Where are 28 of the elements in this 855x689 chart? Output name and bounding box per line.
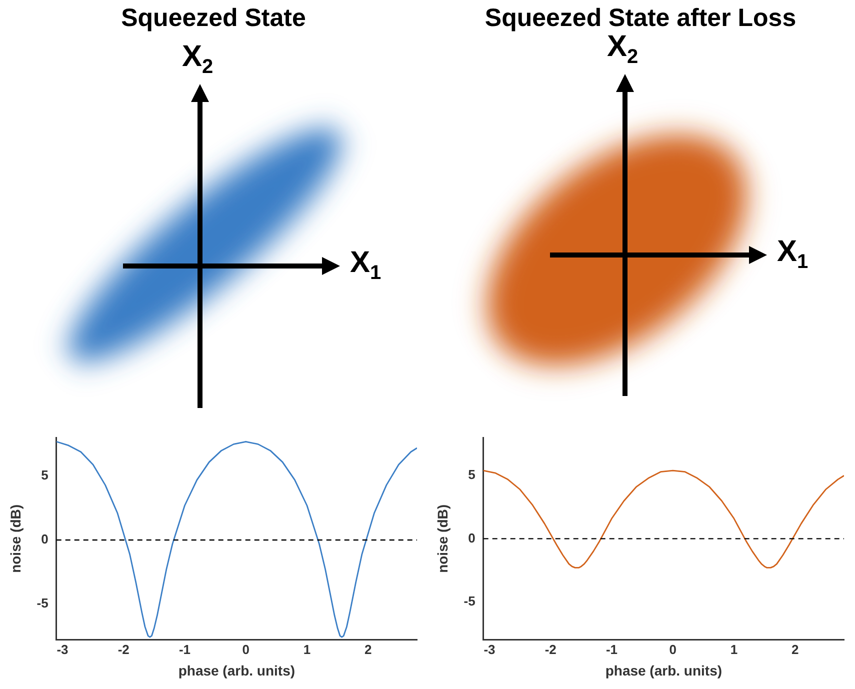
y-tick-label: -5 [36, 595, 48, 610]
y-tick-label: 5 [41, 468, 48, 483]
chart-title: Squeezed State [120, 4, 307, 33]
y-tick-label: 0 [468, 530, 476, 546]
y-axis-title: noise (dB) [7, 504, 24, 573]
chart-title: Squeezed State after Loss [484, 4, 798, 33]
x-tick-label: -2 [544, 642, 556, 657]
text: X$_{1}$ [777, 235, 808, 274]
text: X$_{2}$ [607, 30, 638, 69]
x-tick-label: 1 [730, 642, 738, 657]
y-tick-label: 5 [468, 467, 476, 482]
x-axis-title: phase (arb. units) [178, 662, 296, 678]
x-tick-label: -1 [178, 642, 191, 657]
x-tick-label: -3 [484, 642, 496, 657]
text: X$_{1}$ [350, 246, 382, 285]
y-tick-label: 0 [41, 532, 48, 547]
x-axis-title: phase (arb. units) [605, 662, 722, 678]
x-tick-label: -3 [56, 642, 68, 657]
x-tick-label: -1 [606, 642, 618, 657]
text: X$_{2}$ [182, 40, 214, 79]
x-tick-label: 0 [242, 642, 250, 657]
y-tick-label: -5 [464, 593, 476, 608]
x-tick-label: -2 [118, 642, 130, 657]
x-tick-label: 1 [303, 642, 311, 657]
y-axis-title: noise (dB) [434, 504, 450, 573]
x-tick-label: 0 [669, 642, 676, 657]
x-tick-label: 2 [364, 642, 372, 657]
x-tick-label: 2 [791, 642, 799, 657]
